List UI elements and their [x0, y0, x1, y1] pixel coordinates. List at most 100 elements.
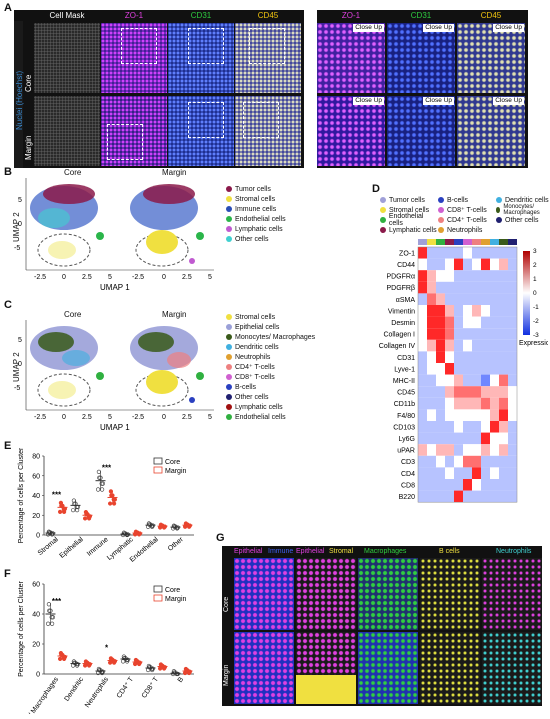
- heatmap-row-label: CD4: [401, 471, 415, 478]
- d-legend-9: Lymphatic cells: [389, 226, 437, 234]
- heatmap-cell: [490, 339, 499, 352]
- heatmap-cell: [454, 421, 463, 433]
- heatmap-cell: [427, 339, 436, 352]
- closeup-cd31-margin: Close Up: [387, 96, 455, 166]
- b-ytick-2: -5: [14, 245, 20, 252]
- heatmap-cell: [481, 467, 490, 479]
- data-point-margin: [107, 501, 113, 506]
- heatmap-cell: [427, 467, 436, 479]
- data-point-core: [95, 487, 101, 492]
- umap-c-title-margin: Margin: [162, 310, 187, 319]
- heatmap-cell: [481, 281, 490, 294]
- chart-e: 0 20 40 60 80 Percentage of cells per Cluster…: [18, 447, 194, 564]
- data-point-margin: [158, 662, 163, 667]
- data-point-core: [96, 469, 101, 474]
- heatmap-cell: [490, 328, 499, 340]
- y-tick-label: 60: [32, 582, 40, 589]
- data-point-margin: [133, 657, 138, 663]
- umap-c-legend: Stromal cells Epithelial cells Monocytes…: [226, 312, 356, 422]
- heatmap-cell: [508, 293, 517, 305]
- legend-label-margin: Margin: [165, 468, 187, 475]
- c-xtick-3: 5: [108, 414, 112, 421]
- heatmap-cell: [508, 455, 517, 468]
- heatmap-cell: [508, 258, 517, 271]
- b-ytick-0: 5: [18, 197, 22, 204]
- heatmap-cell: [463, 351, 472, 363]
- data-point-margin: [83, 509, 88, 515]
- heatmap-cell: [418, 421, 427, 433]
- image-zo1-core: [101, 23, 167, 93]
- heatmap-cell: [472, 351, 481, 363]
- heatmap-cell: [508, 421, 517, 433]
- heatmap-cell: [427, 281, 436, 294]
- heatmap-cell: [418, 479, 427, 491]
- c-legend-4: Neutrophils: [235, 353, 271, 361]
- panel-a: Cell Mask ZO-1 CD31 CD45 Nuclei (Hoechst…: [14, 10, 304, 170]
- heatmap-cell: [445, 258, 454, 271]
- heatmap-cell: [418, 270, 427, 282]
- heatmap-cell: [445, 444, 454, 456]
- heatmap-column-color: [472, 239, 481, 245]
- data-point-margin: [111, 501, 117, 506]
- heatmap-cell: [490, 363, 499, 375]
- x-tick-label: Neutrophils: [84, 676, 110, 709]
- heatmap-row-label: Ly6G: [399, 436, 415, 443]
- y-tick-label: 40: [32, 493, 40, 500]
- heatmap-cell: [472, 316, 481, 329]
- g-header-immune: Immune: [268, 548, 294, 555]
- closeup-zo1-core: Close Up: [317, 23, 385, 93]
- heatmap-cell: [427, 490, 436, 503]
- heatmap-cell: [499, 270, 508, 282]
- heatmap-cell: [445, 386, 454, 398]
- heatmap-cell: [472, 305, 481, 317]
- heatmap-cell: [445, 339, 454, 352]
- heatmap-cell: [490, 270, 499, 282]
- heatmap-cell: [454, 467, 463, 479]
- heatmap-scale-tick: 0: [533, 290, 537, 297]
- d-legend-6: Endothelial cells: [388, 213, 424, 227]
- data-point-margin: [86, 663, 92, 668]
- data-point-margin: [58, 650, 64, 656]
- heatmap-cell: [436, 397, 445, 410]
- heatmap-cell: [445, 467, 454, 479]
- heatmap-cell: [427, 351, 436, 363]
- heatmap-cell: [472, 270, 481, 282]
- c-xtick-4: -2.5: [132, 414, 144, 421]
- heatmap-cell: [445, 270, 454, 282]
- heatmap-cell: [472, 479, 481, 491]
- heatmap-cell: [481, 328, 490, 340]
- heatmap-cell: [436, 444, 445, 456]
- heatmap-cell: [508, 316, 517, 329]
- significance-marker: *: [105, 644, 109, 653]
- g-img-macrophages-core: [358, 558, 418, 630]
- panel-label-f: F: [4, 568, 11, 580]
- heatmap-cell: [481, 293, 490, 305]
- c-xlabel: UMAP 1: [100, 423, 130, 432]
- heatmap-cell: [490, 455, 499, 468]
- heatmap-cell: [490, 281, 499, 294]
- heatmap-cell: [454, 386, 463, 398]
- b-xtick-2: 2.5: [82, 274, 92, 281]
- b-legend-stromal: Stromal cells: [235, 195, 276, 203]
- heatmap-cell: [418, 386, 427, 398]
- heatmap-cell: [490, 397, 499, 410]
- b-xtick-7: 5: [208, 274, 212, 281]
- heatmap-row-label: MHC-II: [393, 378, 415, 385]
- heatmap-row-label: B220: [399, 494, 415, 501]
- closeup-header-cd45: CD45: [457, 10, 525, 21]
- heatmap-cell: [418, 258, 427, 271]
- heatmap-column-color: [499, 239, 508, 245]
- data-point-margin: [183, 666, 188, 672]
- heatmap-cell: [472, 247, 481, 259]
- heatmap-cell: [499, 386, 508, 398]
- b-xlabel: UMAP 1: [100, 283, 130, 292]
- heatmap-cell: [490, 293, 499, 305]
- heatmap-scale-tick: 3: [533, 248, 537, 255]
- heatmap-cell: [499, 432, 508, 445]
- heatmap-cell: [499, 455, 508, 468]
- g-img-epi-stromal-margin: [296, 632, 356, 704]
- heatmap-row-label: CD31: [397, 355, 415, 362]
- heatmap-cell: [508, 374, 517, 387]
- y-tick-label: 0: [36, 672, 40, 679]
- heatmap-cell: [490, 479, 499, 491]
